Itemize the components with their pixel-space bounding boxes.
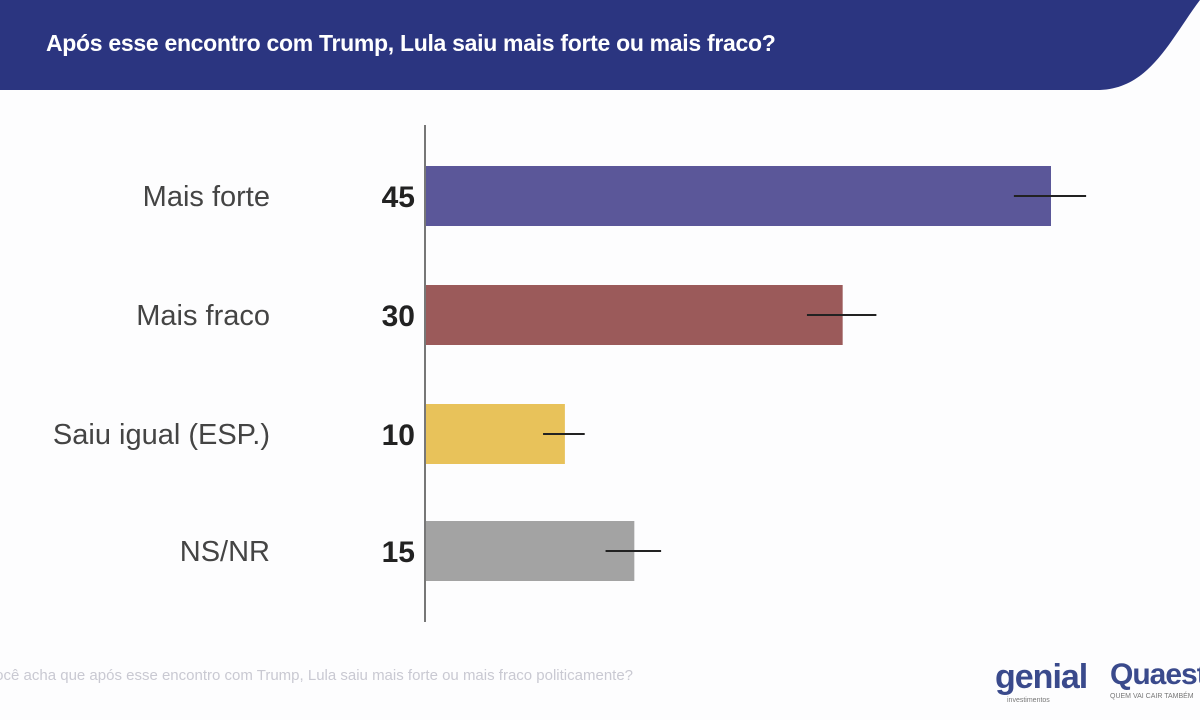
chart-title: Após esse encontro com Trump, Lula saiu … xyxy=(46,30,776,56)
header-banner xyxy=(0,0,1200,90)
quaest-logo-sub: QUEM VAI CAIR TAMBÉM xyxy=(1110,693,1194,700)
quaest-logo-text: Quaest xyxy=(1110,658,1200,691)
footer-question: Você acha que após esse encontro com Tru… xyxy=(0,667,634,684)
quaest-logo: Quaest QUEM VAI CAIR TAMBÉM xyxy=(1110,660,1200,701)
bar xyxy=(426,166,1051,226)
genial-logo: genial investimentos xyxy=(995,658,1088,705)
bar xyxy=(426,285,843,345)
value-label: 45 xyxy=(382,181,415,214)
category-label: Saiu igual (ESP.) xyxy=(53,419,270,451)
genial-logo-sub: investimentos xyxy=(1007,697,1050,704)
bar xyxy=(426,521,635,581)
category-label: Mais forte xyxy=(143,181,270,213)
value-label: 15 xyxy=(382,536,415,569)
genial-logo-text: genial xyxy=(995,658,1088,696)
category-label: NS/NR xyxy=(180,536,270,568)
value-label: 10 xyxy=(382,419,415,452)
bar xyxy=(426,404,565,464)
category-label: Mais fraco xyxy=(136,300,270,332)
value-label: 30 xyxy=(382,300,415,333)
